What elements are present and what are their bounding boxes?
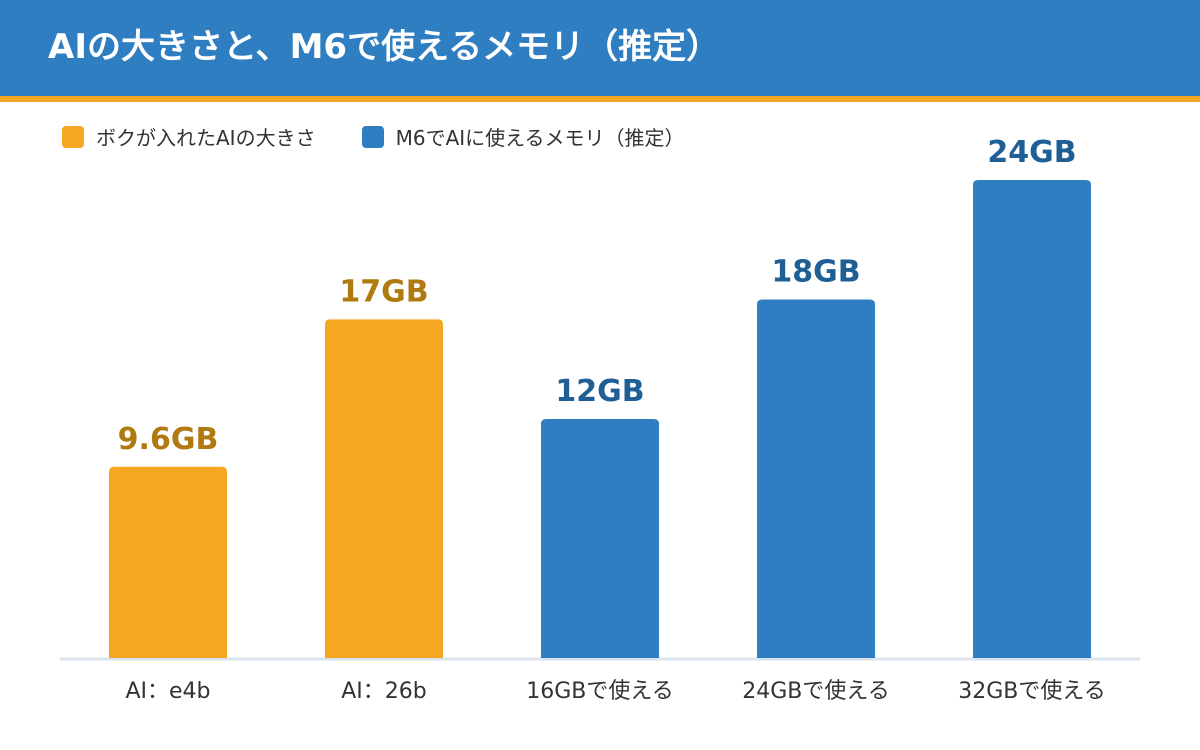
category-label-2: AI：26b (341, 679, 427, 704)
bar-5 (973, 180, 1091, 658)
category-label-5: 32GBで使える (958, 679, 1105, 704)
legend-item-installed-ai: ボクが入れたAIの大きさ (62, 122, 316, 151)
bar-2 (325, 319, 443, 658)
title-accent-line (0, 96, 1200, 102)
legend-label-available-memory: M6でAIに使えるメモリ（推定） (395, 126, 685, 150)
chart-title: AIの大きさと、M6で使えるメモリ（推定） (48, 27, 721, 67)
category-label-1: AI：e4b (125, 679, 210, 704)
bar-value-label-2: 17GB (339, 274, 428, 309)
bar-4 (757, 299, 875, 658)
bar-value-label-3: 12GB (555, 374, 644, 409)
legend-swatch-orange (62, 125, 84, 148)
bar-value-label-5: 24GB (987, 135, 1076, 170)
bar-value-label-1: 9.6GB (118, 422, 219, 457)
bar-1 (109, 466, 227, 658)
legend-swatch-blue (361, 125, 384, 148)
title-bar: AIの大きさと、M6で使えるメモリ（推定） (0, 0, 1200, 96)
legend: ボクが入れたAIの大きさ M6でAIに使えるメモリ（推定） (62, 122, 685, 151)
bar-value-label-4: 18GB (771, 255, 860, 290)
bar-3 (541, 419, 659, 658)
category-label-3: 16GBで使える (526, 679, 673, 704)
legend-item-available-memory: M6でAIに使えるメモリ（推定） (361, 122, 685, 151)
category-label-4: 24GBで使える (742, 679, 889, 704)
legend-label-installed-ai: ボクが入れたAIの大きさ (96, 126, 316, 150)
